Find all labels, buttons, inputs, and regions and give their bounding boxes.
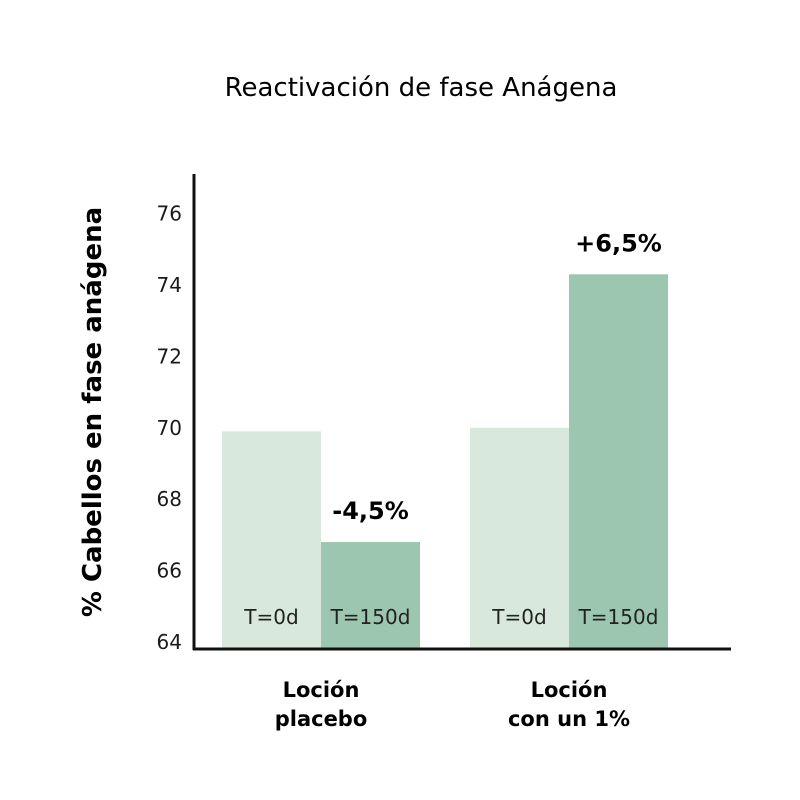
change-annotation: -4,5% <box>332 497 409 525</box>
bars-group <box>222 274 668 649</box>
bar-inner-label: T=0d <box>491 605 546 629</box>
y-tick-label: 70 <box>157 416 182 440</box>
bar-labels-group: T=0d T=150d T=0d T=150d <box>243 605 658 629</box>
y-tick-label: 68 <box>157 487 182 511</box>
y-axis-label: % Cabellos en fase anágena <box>78 207 108 617</box>
bar-2-t0 <box>470 427 569 649</box>
y-tick-label: 66 <box>157 559 182 583</box>
change-annotation: +6,5% <box>575 229 662 257</box>
category-label: con un 1% <box>508 707 630 731</box>
bar-inner-label: T=150d <box>578 605 659 629</box>
bar-2-t150 <box>569 274 668 649</box>
y-tick-label: 64 <box>157 630 182 654</box>
bar-1-t150 <box>321 542 420 649</box>
bar-inner-label: T=150d <box>330 605 411 629</box>
bar-inner-label: T=0d <box>243 605 298 629</box>
y-ticks-group: 64 66 68 70 72 74 76 <box>157 202 182 654</box>
chart-title: Reactivación de fase Anágena <box>225 73 618 103</box>
x-categories-group: Loción placebo Loción con un 1% <box>275 678 630 731</box>
bar-1-t0 <box>222 431 321 649</box>
y-tick-label: 72 <box>157 344 182 368</box>
category-label: Loción <box>531 678 608 702</box>
y-tick-label: 76 <box>157 202 182 226</box>
annotations-group: -4,5% +6,5% <box>332 229 662 525</box>
y-tick-label: 74 <box>157 273 182 297</box>
category-label: placebo <box>275 707 368 731</box>
category-label: Loción <box>283 678 360 702</box>
